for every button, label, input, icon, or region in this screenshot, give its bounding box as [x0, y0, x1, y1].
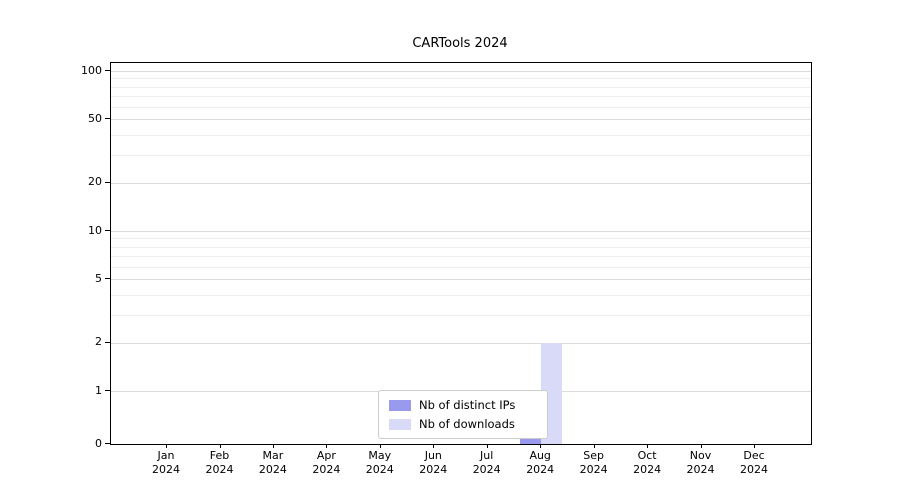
x-axis-tick-mark [219, 444, 221, 448]
legend-swatch-downloads [389, 418, 411, 430]
x-axis-tick-label: Mar 2024 [258, 449, 287, 476]
legend-entry-distinct-ips: Nb of distinct IPs [389, 398, 537, 412]
gridline [111, 238, 811, 240]
gridline [111, 342, 811, 344]
chart-title: CARTools 2024 [412, 36, 508, 51]
x-axis-tick-mark [593, 444, 595, 448]
gridline [111, 255, 811, 257]
gridline [111, 294, 811, 296]
y-axis-tick-mark [105, 230, 110, 231]
x-axis-tick-label: Dec 2024 [740, 449, 768, 476]
gridline [111, 95, 811, 97]
x-axis-tick-label: Sep 2024 [579, 449, 608, 476]
x-axis-tick-label: May 2024 [365, 449, 394, 476]
x-axis-tick-label: Aug 2024 [526, 449, 555, 476]
x-axis-tick-label: Jan 2024 [152, 449, 180, 476]
gridline [111, 314, 811, 316]
gridline [111, 119, 811, 121]
y-axis-tick-label: 20 [88, 175, 102, 189]
gridline [111, 231, 811, 232]
y-axis-tick-label: 10 [88, 223, 102, 237]
legend: Nb of distinct IPs Nb of downloads [378, 390, 548, 439]
y-axis-tick-label: 100 [81, 63, 102, 77]
plot-area: Nb of distinct IPs Nb of downloads [110, 62, 812, 445]
x-axis-tick-label: Feb 2024 [205, 449, 234, 476]
x-axis-tick-mark [326, 444, 328, 448]
x-axis-tick-mark [540, 444, 542, 448]
x-axis-tick-mark [166, 444, 167, 448]
gridline [111, 71, 811, 72]
x-axis-tick-label: Jun 2024 [419, 449, 448, 476]
x-axis-tick-mark [486, 444, 488, 448]
y-axis-tick-label: 5 [95, 271, 102, 285]
legend-entry-downloads: Nb of downloads [389, 417, 537, 431]
gridline [111, 279, 811, 281]
x-axis-tick-label: Apr 2024 [312, 449, 341, 476]
gridline [111, 266, 811, 268]
x-axis-tick-mark [647, 444, 649, 448]
x-axis-tick-label: Nov 2024 [686, 449, 715, 476]
y-axis-tick-label: 1 [95, 383, 102, 397]
gridline [111, 78, 811, 80]
y-axis-tick-mark [105, 70, 110, 71]
y-axis-tick-mark [105, 118, 110, 120]
gridline [111, 86, 811, 88]
y-axis-tick-mark [105, 390, 110, 391]
x-axis-tick-mark [700, 444, 702, 448]
gridline [111, 134, 811, 136]
legend-swatch-distinct-ips [389, 399, 411, 411]
y-axis-tick-mark [105, 341, 110, 343]
legend-label-distinct-ips: Nb of distinct IPs [419, 398, 516, 412]
gridline [111, 246, 811, 248]
x-axis-tick-mark [433, 444, 435, 448]
gridline [111, 106, 811, 108]
x-axis-tick-label: Oct 2024 [633, 449, 662, 476]
x-axis-tick-mark [379, 444, 381, 448]
x-axis-tick-mark [272, 444, 274, 448]
gridline [111, 182, 811, 184]
y-axis-tick-label: 2 [95, 335, 102, 349]
y-axis-tick-mark [105, 443, 110, 444]
y-axis-tick-mark [105, 181, 110, 183]
gridline [111, 154, 811, 156]
y-axis-tick-mark [105, 278, 110, 280]
legend-label-downloads: Nb of downloads [419, 417, 515, 431]
y-axis-tick-label: 0 [95, 436, 102, 450]
x-axis-tick-mark [754, 444, 755, 448]
y-axis-tick-label: 50 [88, 111, 102, 125]
x-axis-tick-label: Jul 2024 [472, 449, 501, 476]
